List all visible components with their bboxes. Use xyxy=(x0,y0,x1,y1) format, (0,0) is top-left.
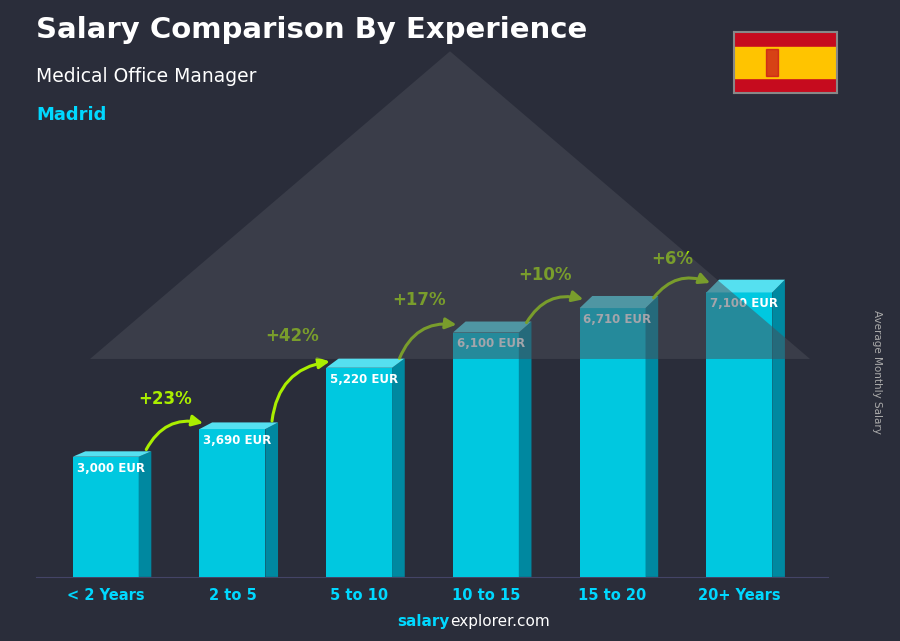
Bar xyxy=(734,47,837,78)
Polygon shape xyxy=(706,292,772,577)
Polygon shape xyxy=(453,322,532,333)
Polygon shape xyxy=(73,451,151,456)
Text: salary: salary xyxy=(398,615,450,629)
Text: +23%: +23% xyxy=(139,390,192,408)
Text: Madrid: Madrid xyxy=(36,106,106,124)
Polygon shape xyxy=(580,296,658,308)
Text: Medical Office Manager: Medical Office Manager xyxy=(36,67,256,87)
Polygon shape xyxy=(73,456,139,577)
Polygon shape xyxy=(392,358,405,577)
Polygon shape xyxy=(326,368,392,577)
Polygon shape xyxy=(772,279,785,577)
Polygon shape xyxy=(518,322,532,577)
Text: Salary Comparison By Experience: Salary Comparison By Experience xyxy=(36,16,587,44)
Text: 6,100 EUR: 6,100 EUR xyxy=(456,337,525,351)
Text: explorer.com: explorer.com xyxy=(450,615,550,629)
Text: 7,100 EUR: 7,100 EUR xyxy=(710,297,778,310)
Polygon shape xyxy=(90,51,810,359)
Text: +6%: +6% xyxy=(651,250,693,268)
Text: +17%: +17% xyxy=(392,291,446,309)
Polygon shape xyxy=(645,296,658,577)
Bar xyxy=(766,49,778,76)
Polygon shape xyxy=(326,358,405,368)
Text: 3,690 EUR: 3,690 EUR xyxy=(203,434,272,447)
Text: 5,220 EUR: 5,220 EUR xyxy=(330,372,398,386)
Text: +42%: +42% xyxy=(266,327,319,345)
Polygon shape xyxy=(453,333,518,577)
Text: Average Monthly Salary: Average Monthly Salary xyxy=(872,310,883,434)
Polygon shape xyxy=(706,279,785,292)
Polygon shape xyxy=(200,429,266,577)
Text: +10%: +10% xyxy=(518,266,572,284)
Text: 3,000 EUR: 3,000 EUR xyxy=(76,462,145,474)
Polygon shape xyxy=(266,422,278,577)
Polygon shape xyxy=(200,422,278,429)
Text: 6,710 EUR: 6,710 EUR xyxy=(583,313,652,326)
Polygon shape xyxy=(580,308,645,577)
Polygon shape xyxy=(139,451,151,577)
